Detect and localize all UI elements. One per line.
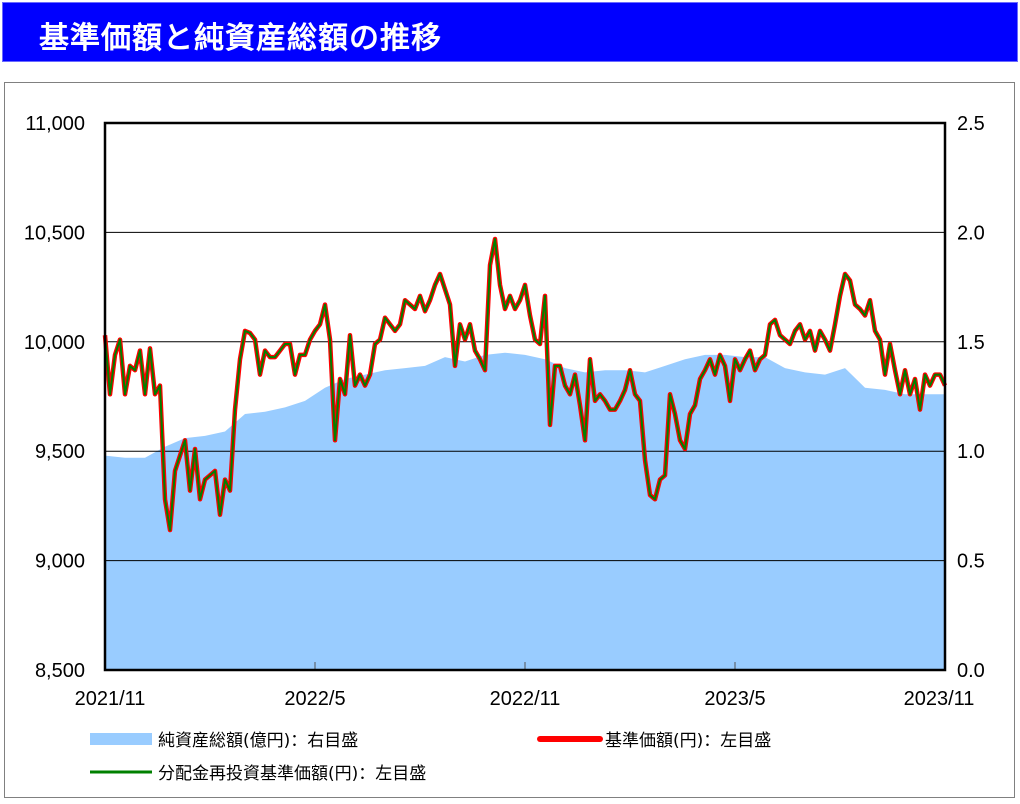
right-y-tick-label: 0.0: [957, 660, 985, 682]
legend-label-reinvested-nav: 分配金再投資基準価額(円)：左目盛: [158, 764, 426, 784]
legend-label-net-assets: 純資産総額(億円)：右目盛: [158, 731, 358, 751]
plot-border: [103, 121, 947, 672]
x-tick-label: 2022/11: [490, 688, 561, 710]
left-y-tick-label: 11,000: [25, 113, 85, 135]
right-y-tick-label: 2.0: [957, 222, 985, 244]
left-y-tick-label: 9,500: [35, 441, 85, 463]
legend-label-nav: 基準価額(円)：左目盛: [605, 731, 771, 751]
x-tick-label: 2023/5: [704, 688, 765, 710]
x-tick-label: 2021/11: [75, 688, 146, 710]
right-y-tick-label: 1.5: [957, 332, 985, 354]
title-bar: 基準価額と純資産総額の推移: [2, 2, 1018, 62]
legend: 純資産総額(億円)：右目盛 基準価額(円)：左目盛分配金再投資基準価額(円)：左目…: [90, 731, 771, 784]
chart-frame: [4, 82, 1015, 798]
right-y-tick-label: 1.0: [957, 441, 985, 463]
legend-swatch-net-assets: [90, 733, 152, 745]
net-assets-area: [105, 352, 945, 670]
page-title: 基準価額と純資産総額の推移: [39, 21, 442, 56]
x-tick-label: 2023/11: [904, 688, 975, 710]
reinvested-nav-line: [104, 238, 946, 531]
right-y-tick-label: 2.5: [957, 113, 985, 135]
right-y-tick-label: 0.5: [957, 551, 985, 573]
left-y-tick-label: 10,000: [24, 332, 85, 354]
left-y-tick-label: 9,000: [35, 551, 85, 573]
left-y-tick-label: 8,500: [35, 660, 85, 682]
x-tick-label: 2022/5: [284, 688, 345, 710]
left-y-tick-label: 10,500: [24, 222, 85, 244]
